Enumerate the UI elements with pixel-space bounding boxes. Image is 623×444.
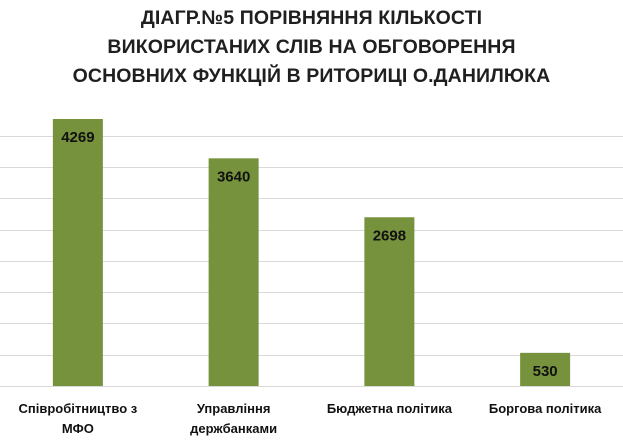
category-label-1-line-2: МФО [62, 421, 94, 436]
bar-3 [364, 217, 415, 386]
chart-title-line-3: ОСНОВНИХ ФУНКЦІЙ В РИТОРИЦІ О.ДАНИЛЮКА [72, 65, 551, 87]
category-label-3-line-1: Бюджетна політика [327, 401, 453, 416]
data-label-3: 2698 [373, 227, 406, 244]
data-label-2: 3640 [217, 168, 250, 185]
chart-title: ДІАГР.№5 ПОРІВНЯННЯ КІЛЬКОСТІ ВИКОРИСТАН… [0, 4, 623, 91]
category-label-2-line-1: Управління [197, 401, 271, 416]
data-label-4: 530 [533, 363, 558, 380]
data-label-1: 4269 [61, 129, 94, 146]
chart-title-line-1: ДІАГР.№5 ПОРІВНЯННЯ КІЛЬКОСТІ [140, 7, 483, 29]
category-label-1-line-1: Співробітництво з [18, 401, 137, 416]
category-label-4-line-1: Боргова політика [489, 401, 602, 416]
bar-1 [52, 119, 103, 386]
category-label-2-line-2: держбанками [190, 421, 277, 436]
bar-2 [208, 158, 259, 386]
chart-title-line-2: ВИКОРИСТАНИХ СЛІВ НА ОБГОВОРЕННЯ [107, 36, 516, 58]
bar-4 [520, 352, 571, 386]
